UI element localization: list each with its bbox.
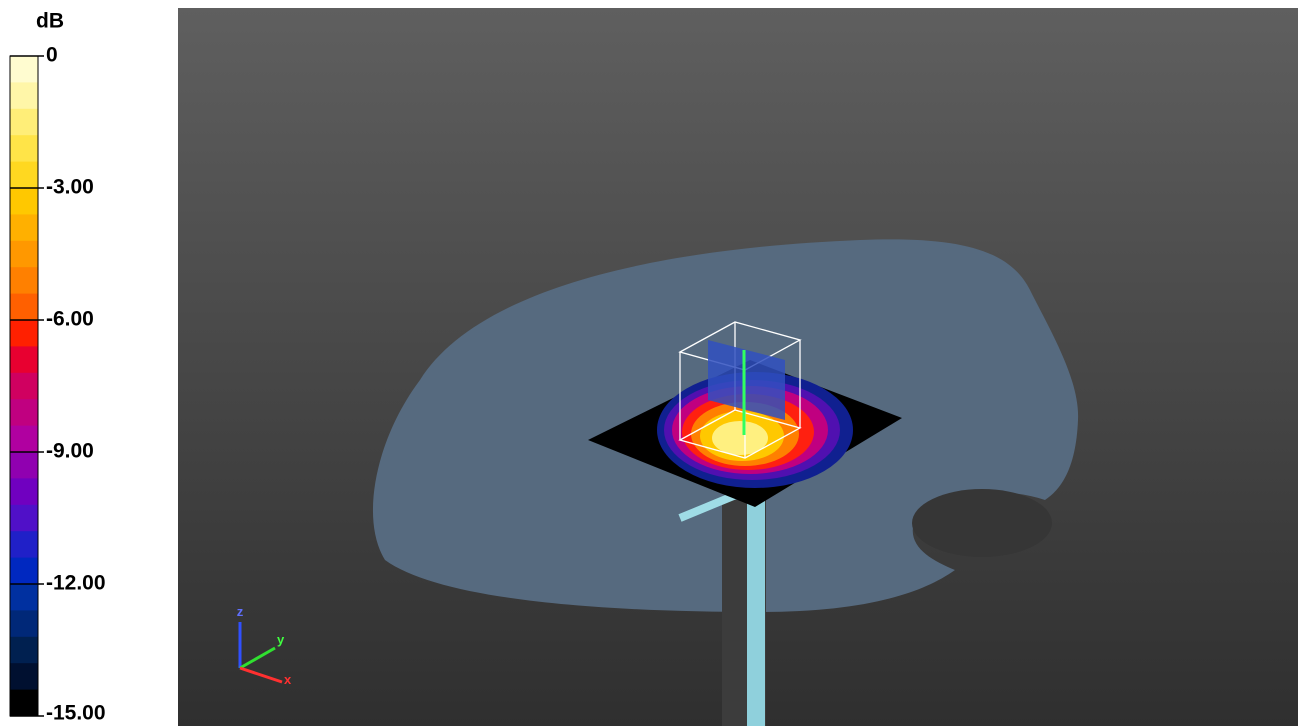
legend-band	[10, 293, 38, 321]
legend-band	[10, 161, 38, 189]
axis-label: z	[237, 604, 244, 619]
legend-band	[10, 82, 38, 110]
legend-band	[10, 557, 38, 585]
legend-band	[10, 504, 38, 532]
legend-band	[10, 610, 38, 638]
hole	[912, 489, 1052, 557]
pole	[747, 500, 765, 726]
axis-label: x	[284, 672, 292, 687]
legend-band	[10, 399, 38, 427]
axis-label: y	[277, 632, 285, 647]
legend-band	[10, 425, 38, 453]
legend-band	[10, 689, 38, 717]
legend-band	[10, 663, 38, 691]
field-band	[712, 421, 768, 455]
legend-band	[10, 188, 38, 215]
legend-band	[10, 135, 38, 163]
legend-band	[10, 452, 38, 479]
legend-band	[10, 267, 38, 295]
legend-band	[10, 636, 38, 664]
legend-tick-label: -3.00	[46, 176, 94, 199]
legend-band	[10, 531, 38, 559]
legend-band	[10, 214, 38, 242]
legend-band	[10, 108, 38, 136]
legend-tick-label: -12.00	[46, 572, 106, 595]
legend-band	[10, 56, 38, 83]
legend-band	[10, 372, 38, 400]
legend-band	[10, 346, 38, 374]
axis-triad: z y x	[237, 604, 292, 687]
legend-tick-label: -15.00	[46, 702, 106, 725]
legend-band	[10, 584, 38, 611]
color-legend: dB 0 -3.00 -6.00 -9.00 -12.00 -15.00	[9, 10, 106, 725]
antenna-array	[708, 340, 785, 420]
legend-band	[10, 478, 38, 506]
legend-band	[10, 320, 38, 347]
legend-band	[10, 240, 38, 268]
legend-unit: dB	[36, 10, 64, 33]
viewport: z y x	[178, 8, 1298, 726]
legend-tick-label: -9.00	[46, 440, 94, 463]
legend-tick-label: -6.00	[46, 308, 94, 331]
legend-tick-label: 0	[46, 44, 58, 67]
